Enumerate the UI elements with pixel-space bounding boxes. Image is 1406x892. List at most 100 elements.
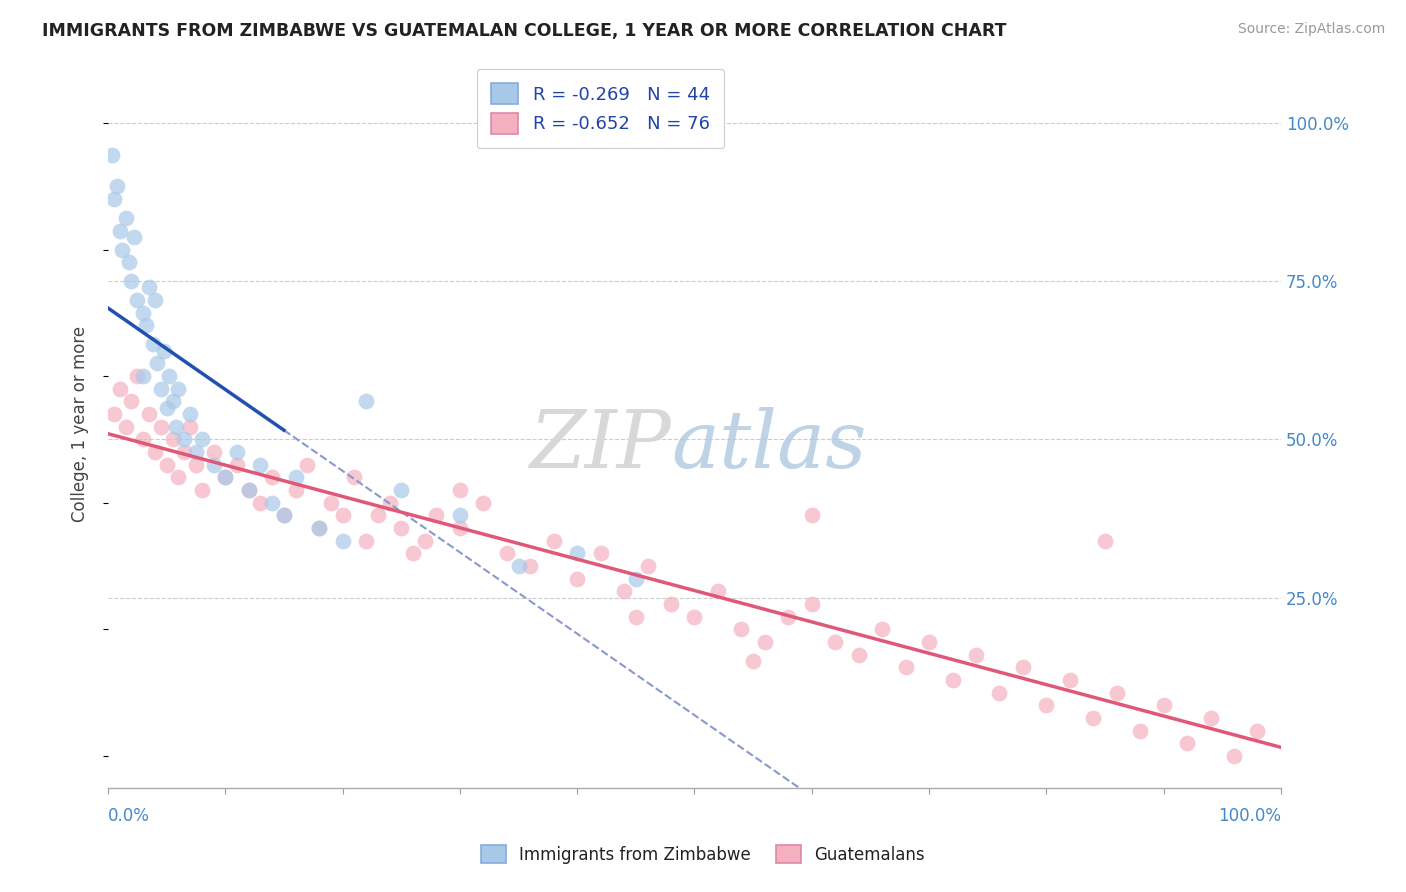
Point xyxy=(162,394,184,409)
Point xyxy=(425,508,447,523)
Point xyxy=(1246,723,1268,738)
Point xyxy=(138,280,160,294)
Point xyxy=(589,546,612,560)
Text: IMMIGRANTS FROM ZIMBABWE VS GUATEMALAN COLLEGE, 1 YEAR OR MORE CORRELATION CHART: IMMIGRANTS FROM ZIMBABWE VS GUATEMALAN C… xyxy=(42,22,1007,40)
Point xyxy=(378,496,401,510)
Point xyxy=(249,496,271,510)
Point xyxy=(191,433,214,447)
Point xyxy=(754,635,776,649)
Point xyxy=(108,382,131,396)
Point xyxy=(146,356,169,370)
Text: atlas: atlas xyxy=(671,407,866,484)
Y-axis label: College, 1 year or more: College, 1 year or more xyxy=(72,326,89,522)
Point xyxy=(941,673,963,687)
Point xyxy=(567,572,589,586)
Point xyxy=(156,401,179,415)
Point xyxy=(683,609,706,624)
Point xyxy=(105,179,128,194)
Point xyxy=(162,433,184,447)
Point xyxy=(184,458,207,472)
Point xyxy=(413,533,436,548)
Point xyxy=(707,584,730,599)
Point xyxy=(613,584,636,599)
Point xyxy=(918,635,941,649)
Point xyxy=(1129,723,1152,738)
Point xyxy=(894,660,917,674)
Point xyxy=(543,533,565,548)
Point xyxy=(1094,533,1116,548)
Point xyxy=(122,230,145,244)
Point xyxy=(848,648,870,662)
Point xyxy=(214,470,236,484)
Point xyxy=(111,243,134,257)
Legend: R = -0.269   N = 44, R = -0.652   N = 76: R = -0.269 N = 44, R = -0.652 N = 76 xyxy=(477,69,724,148)
Text: 0.0%: 0.0% xyxy=(108,806,150,824)
Point xyxy=(262,470,284,484)
Point xyxy=(449,483,471,497)
Text: Source: ZipAtlas.com: Source: ZipAtlas.com xyxy=(1237,22,1385,37)
Point xyxy=(508,559,530,574)
Point xyxy=(297,458,319,472)
Point xyxy=(153,343,176,358)
Point xyxy=(214,470,236,484)
Point xyxy=(1153,698,1175,713)
Point xyxy=(1223,748,1246,763)
Point xyxy=(238,483,260,497)
Point xyxy=(624,572,647,586)
Point xyxy=(202,445,225,459)
Point xyxy=(132,433,155,447)
Point xyxy=(132,369,155,384)
Point xyxy=(135,318,157,333)
Point xyxy=(354,394,377,409)
Point xyxy=(143,445,166,459)
Point xyxy=(284,470,307,484)
Point xyxy=(157,369,180,384)
Point xyxy=(249,458,271,472)
Point xyxy=(332,533,354,548)
Point xyxy=(389,483,412,497)
Point xyxy=(127,293,149,307)
Point xyxy=(114,211,136,225)
Point xyxy=(624,609,647,624)
Point xyxy=(273,508,295,523)
Point xyxy=(1035,698,1057,713)
Point xyxy=(354,533,377,548)
Point xyxy=(824,635,846,649)
Point xyxy=(567,546,589,560)
Point xyxy=(262,496,284,510)
Point xyxy=(389,521,412,535)
Point xyxy=(637,559,659,574)
Point xyxy=(127,369,149,384)
Point xyxy=(226,458,249,472)
Point xyxy=(103,407,125,421)
Point xyxy=(143,293,166,307)
Point xyxy=(114,419,136,434)
Point xyxy=(273,508,295,523)
Point xyxy=(132,306,155,320)
Point xyxy=(202,458,225,472)
Point xyxy=(1175,736,1198,750)
Point xyxy=(1012,660,1035,674)
Point xyxy=(1105,685,1128,699)
Point xyxy=(870,623,893,637)
Point xyxy=(226,445,249,459)
Text: 100.0%: 100.0% xyxy=(1218,806,1281,824)
Point xyxy=(449,508,471,523)
Point xyxy=(238,483,260,497)
Point xyxy=(1199,711,1222,725)
Point xyxy=(167,470,190,484)
Point xyxy=(449,521,471,535)
Point xyxy=(1059,673,1081,687)
Point xyxy=(730,623,752,637)
Point xyxy=(138,407,160,421)
Point xyxy=(308,521,330,535)
Point xyxy=(319,496,342,510)
Point xyxy=(191,483,214,497)
Point xyxy=(103,192,125,206)
Point xyxy=(472,496,495,510)
Point xyxy=(173,445,195,459)
Point xyxy=(284,483,307,497)
Point xyxy=(149,382,172,396)
Point xyxy=(179,407,201,421)
Point xyxy=(173,433,195,447)
